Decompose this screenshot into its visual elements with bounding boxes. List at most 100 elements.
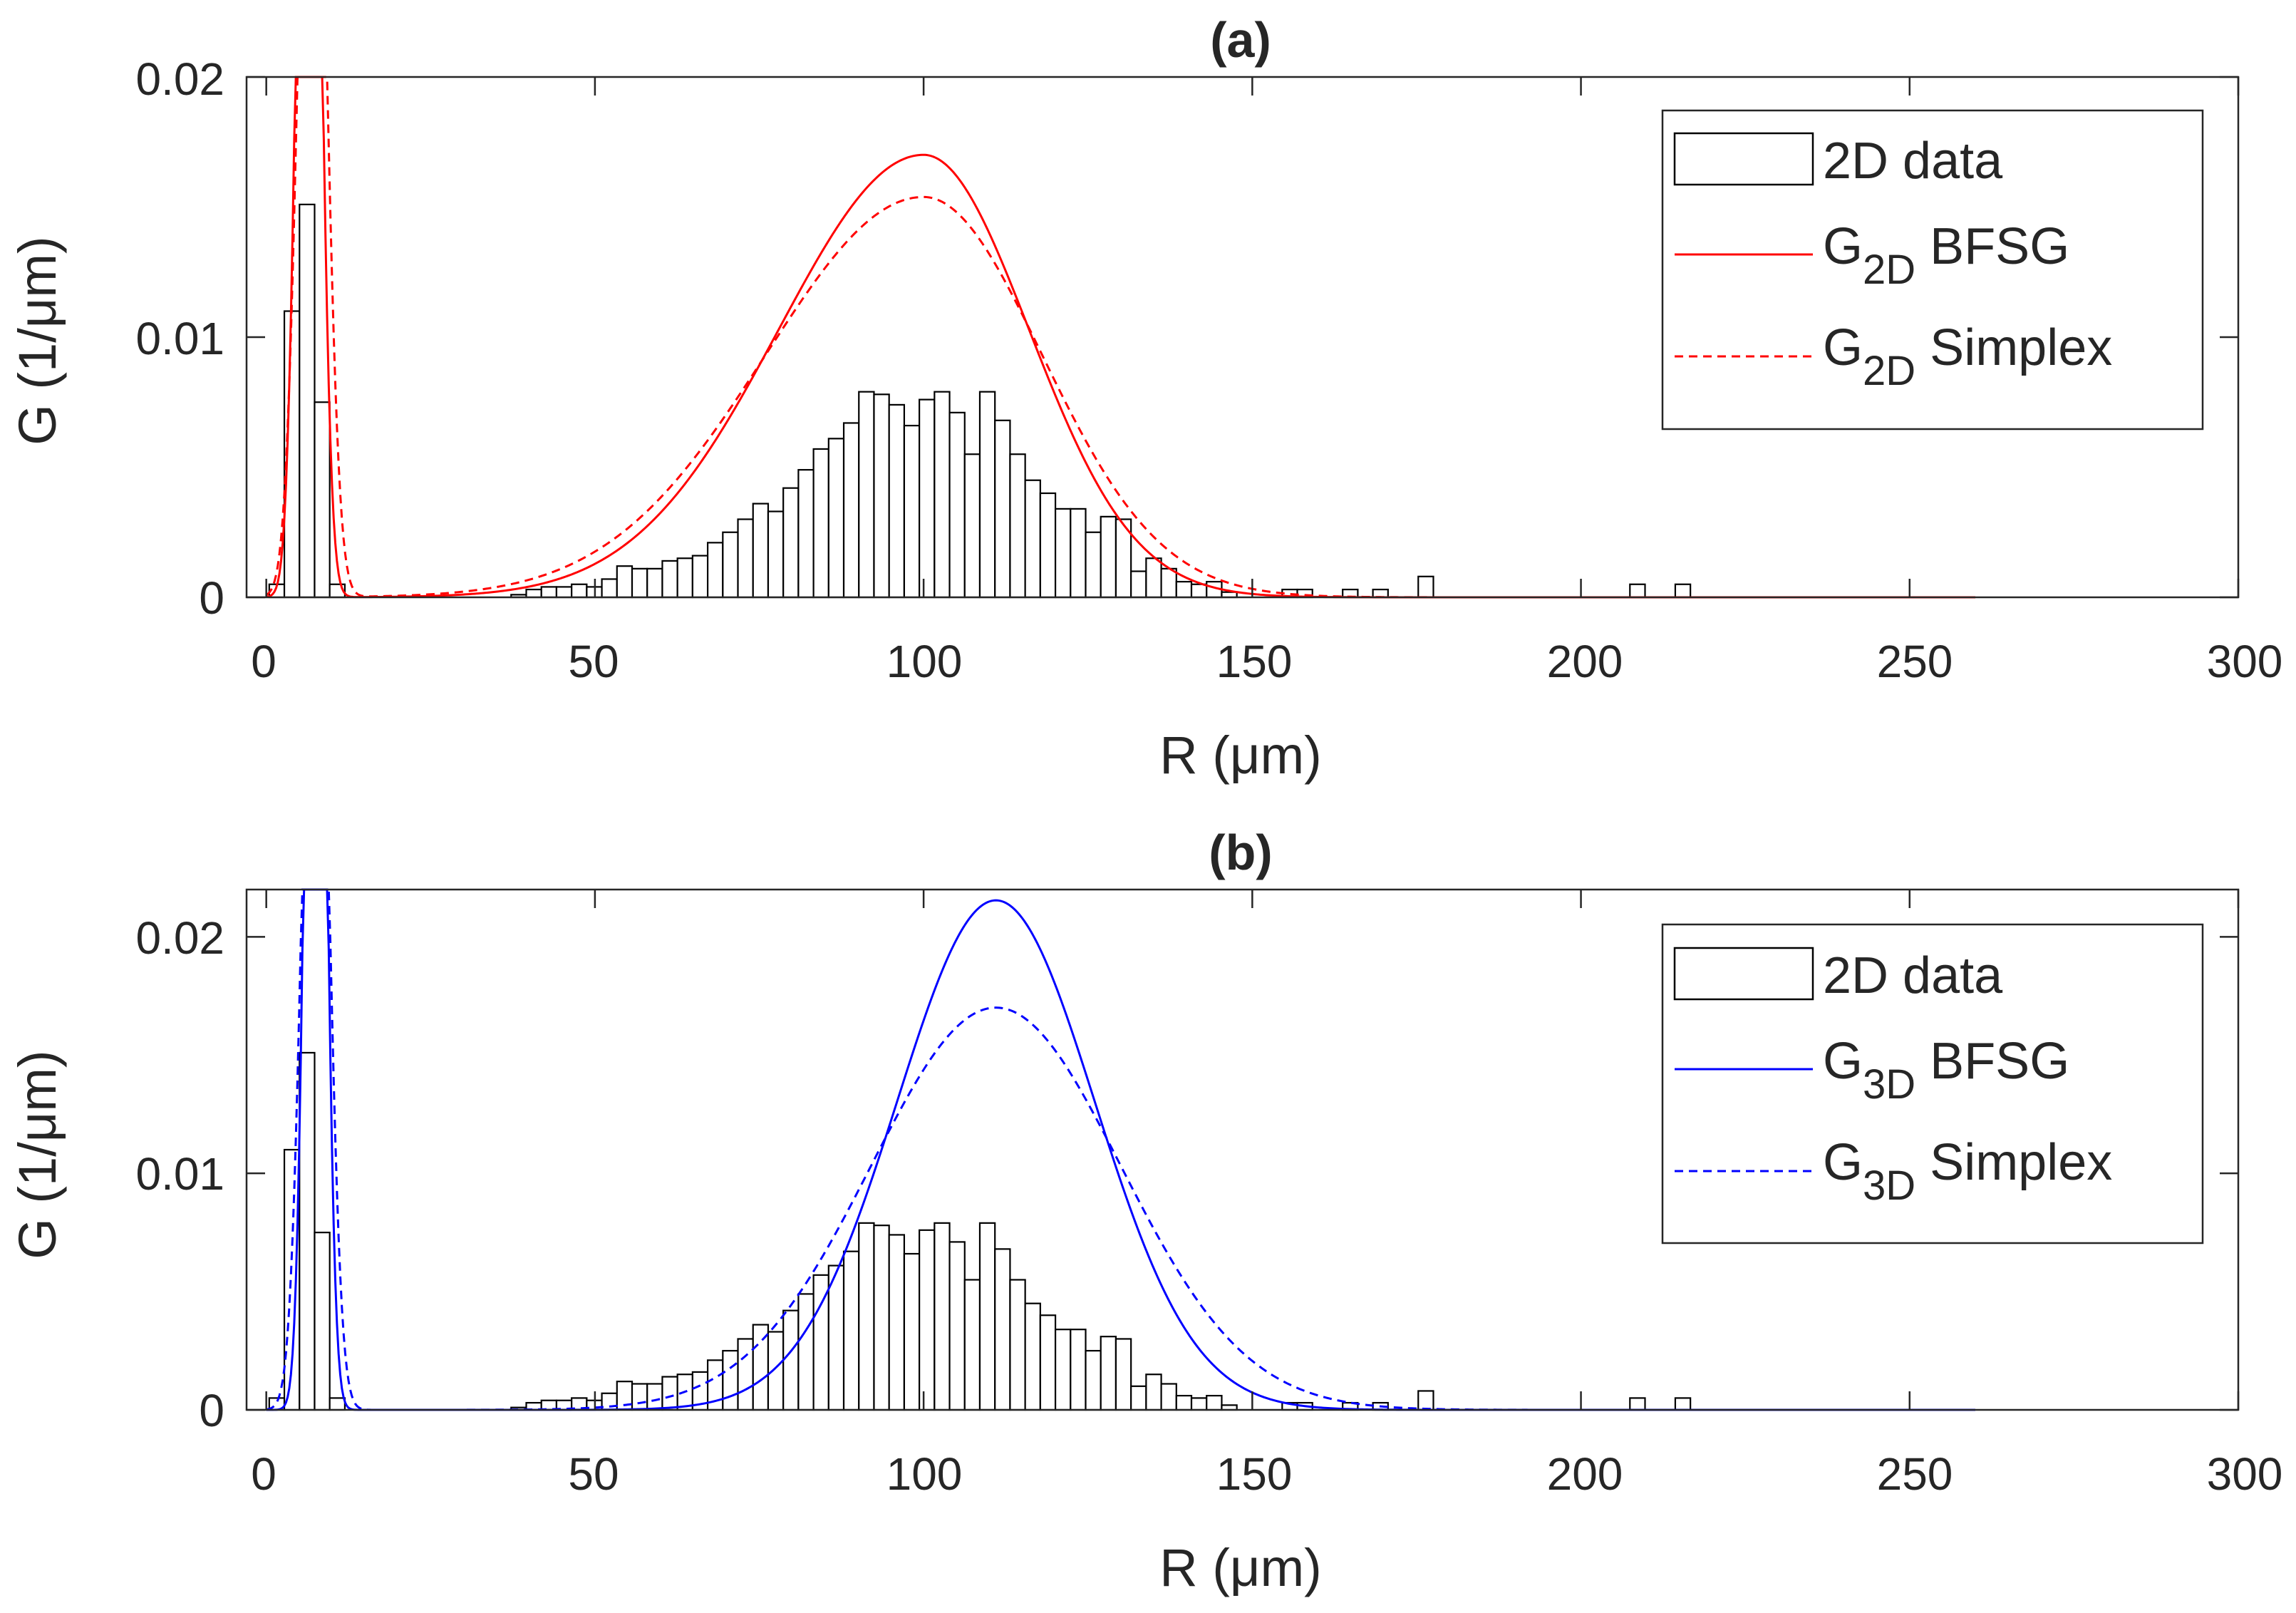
histogram-bar [1130,1385,1147,1411]
histogram-bar [691,555,709,599]
ytick-label: 0.02 [135,912,224,964]
histogram-2d-data [268,1051,1692,1411]
histogram-bar [631,1383,648,1411]
panel-a-xlabel: R (μm) [1159,726,1322,785]
panel-b-ytick-labels: 0 0.01 0.02 [135,912,224,1436]
panel-a-xtick-labels: 0 50 100 150 200 250 300 [251,636,2282,687]
histogram-bar [978,391,996,599]
panel-b-title: (b) [1209,825,1272,880]
panel-b: (b) G (1/μm) R (μm) 0 50 100 150 200 250… [8,825,2282,1597]
histogram-bar [631,567,648,599]
histogram-bar [1024,1302,1041,1411]
histogram-bar [661,1376,678,1411]
histogram-bar [873,393,890,599]
ytick-label: 0.02 [135,53,224,105]
ytick-label: 0 [199,1385,224,1436]
histogram-bar [1085,531,1102,599]
histogram-bar [616,565,634,599]
xtick-label: 0 [251,1448,276,1500]
histogram-bar [737,518,754,599]
histogram-bar [752,503,770,599]
xtick-label: 200 [1547,636,1623,687]
histogram-bar [903,1252,921,1411]
panel-a-legend: 2D data G2D BFSG G2D Simplex [1661,109,2204,431]
histogram-bar [797,469,815,599]
histogram-bar [919,1229,936,1411]
axis-ticks [247,890,2240,1411]
histogram-bar [314,1232,331,1411]
histogram-bar [601,578,618,599]
histogram-bar [1175,1394,1193,1411]
axes-box [245,888,2240,1411]
xtick-label: 100 [886,636,963,687]
histogram-bar [948,411,966,599]
panel-a-ytick-labels: 0 0.01 0.02 [135,53,224,624]
histogram-bar [827,1264,845,1411]
legend-label-simplex: G2D Simplex [1823,319,2112,394]
histogram-bar [1054,1329,1072,1411]
histogram-bar [722,1349,739,1411]
legend-label-2d-data: 2D data [1823,947,2003,1004]
histogram-bar [1674,583,1692,599]
panel-b-xlabel: R (μm) [1159,1538,1322,1597]
histogram-bar [858,1222,875,1411]
histogram-bar [934,1222,951,1411]
histogram-bar [1629,583,1646,599]
histogram-bar [299,1051,316,1411]
histogram-bar [1130,570,1147,599]
histogram-bar [314,401,331,599]
histogram-bar [1039,492,1057,599]
xtick-label: 50 [568,636,619,687]
xtick-label: 250 [1877,636,1953,687]
histogram-bar [797,1293,815,1411]
xtick-label: 150 [1216,1448,1293,1500]
histogram-bar [873,1225,890,1411]
xtick-label: 300 [2207,636,2283,687]
xtick-label: 50 [568,1448,619,1500]
histogram-bar [1100,1336,1117,1411]
histogram-bar [571,583,588,599]
histogram-bar [1417,575,1434,599]
histogram-bar [948,1241,966,1411]
histogram-bar [994,419,1011,599]
histogram-bar [919,398,936,599]
histogram-bar [842,1250,860,1411]
panel-a-plot-area [245,76,2240,599]
histogram-bar [676,557,693,599]
histogram-bar [1009,453,1026,599]
histogram-bar [767,1331,785,1411]
histogram-bar [767,510,785,599]
histogram-bar [1160,567,1177,599]
histogram-bar [994,1248,1011,1411]
histogram-bar [1190,1397,1208,1411]
panel-b-plot-area [245,888,2240,1411]
histogram-bar [1674,1397,1692,1411]
panel-b-ylabel: G (1/μm) [8,1050,67,1259]
histogram-bar [540,586,558,599]
ytick-label: 0.01 [135,313,224,364]
histogram-bar [1085,1349,1102,1411]
histogram-bar [888,1234,906,1411]
legend-swatch-2d-data [1673,132,1814,186]
histogram-bar [1100,515,1117,599]
histogram-bar [1145,1374,1162,1411]
xtick-label: 100 [886,1448,963,1500]
histogram-bar [903,424,921,599]
histogram-bar [1009,1279,1026,1411]
histogram-bar [1054,507,1072,599]
histogram-bar [646,1383,663,1411]
histogram-bar [782,487,800,599]
legend-swatch-2d-data [1673,947,1814,1001]
histogram-bar [1070,507,1087,599]
histogram-bar [299,203,316,599]
histogram-bar [1145,557,1162,599]
panel-b-legend: 2D data G3D BFSG G3D Simplex [1661,923,2204,1244]
xtick-label: 250 [1877,1448,1953,1500]
histogram-bar [858,391,875,599]
histogram-bar [525,588,542,599]
histogram-bar [1070,1329,1087,1411]
histogram-bar [661,560,678,599]
histogram-bar [329,1397,346,1411]
xtick-label: 0 [251,636,276,687]
